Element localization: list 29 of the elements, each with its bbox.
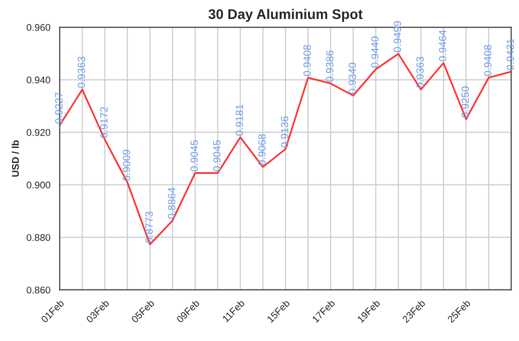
- y-tick-label: 0.960: [26, 24, 50, 31]
- data-label: 0.9431: [506, 38, 514, 70]
- y-tick-label: 0.900: [26, 182, 50, 188]
- data-label: 0.9227: [55, 92, 62, 124]
- data-label: 0.9250: [461, 86, 469, 118]
- data-label: 0.9045: [190, 140, 198, 172]
- y-tick-label: 0.940: [26, 76, 50, 84]
- data-label: 0.9363: [416, 56, 424, 88]
- data-label: 0.9408: [484, 44, 492, 76]
- y-axis-title: USD / lb: [12, 140, 19, 177]
- data-label: 0.9363: [78, 56, 86, 88]
- data-label: 0.9181: [236, 104, 244, 136]
- data-label: 0.9340: [348, 62, 356, 94]
- data-label: 0.9499: [394, 21, 402, 52]
- y-tick-label: 0.880: [26, 234, 50, 241]
- data-label: 0.9386: [326, 50, 334, 82]
- data-label: 0.9440: [371, 36, 379, 68]
- y-tick-label: 0.920: [26, 129, 50, 136]
- data-label: 0.9172: [100, 107, 108, 138]
- data-label: 0.9464: [438, 30, 446, 62]
- data-label: 0.8773: [145, 212, 153, 243]
- data-label: 0.8864: [168, 188, 176, 219]
- data-label: 0.9009: [122, 150, 130, 181]
- data-label: 0.9045: [213, 140, 221, 172]
- chart-title: 30 Day Aluminium Spot: [208, 8, 363, 22]
- data-label: 0.9136: [280, 116, 288, 148]
- data-label: 0.9408: [303, 44, 311, 76]
- y-tick-label: 0.860: [26, 286, 50, 294]
- data-label: 0.9068: [258, 134, 266, 166]
